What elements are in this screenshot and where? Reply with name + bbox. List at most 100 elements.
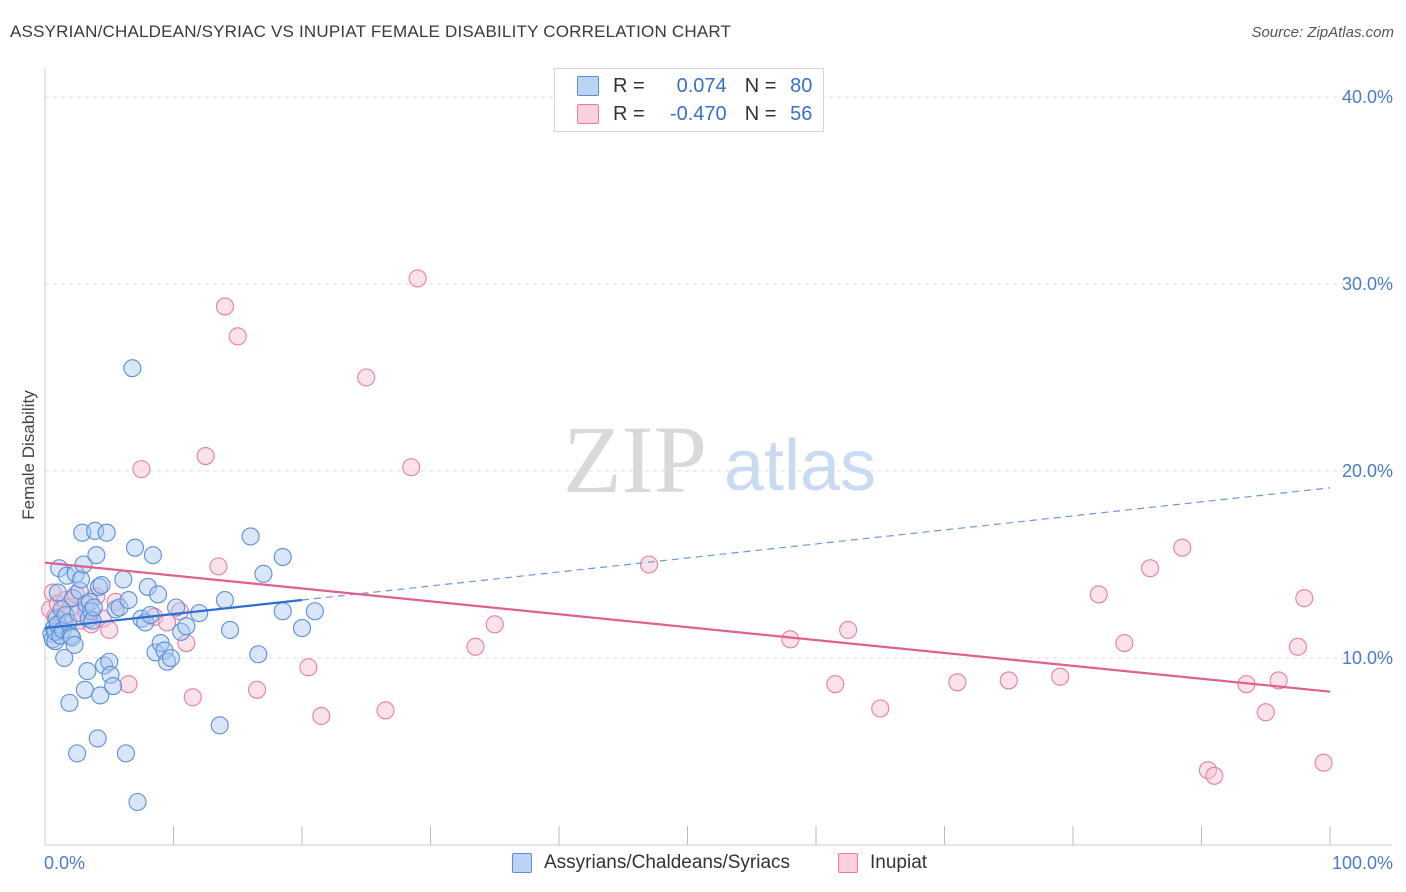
data-point: [999, 671, 1018, 690]
legend-n-value: 80: [790, 74, 813, 97]
legend-n-value: 56: [790, 102, 813, 125]
data-point: [172, 622, 191, 641]
grid: [45, 96, 1392, 659]
data-point: [292, 619, 312, 638]
legend-swatch-blue: [577, 76, 599, 96]
data-point: [48, 583, 67, 602]
legend-row-inupiat: R = -0.470 N = 56: [577, 101, 812, 127]
correlation-legend: R = 0.074 N = 80 R = -0.470 N = 56: [554, 68, 824, 132]
chart-title: ASSYRIAN/CHALDEAN/SYRIAC VS INUPIAT FEMA…: [10, 22, 732, 41]
legend-r-label: R =: [613, 74, 645, 97]
data-point: [376, 701, 395, 720]
legend-swatch-pink: [577, 104, 599, 124]
data-point: [1205, 766, 1224, 785]
series-legend-assyrians: Assyrians/Chaldeans/Syriacs: [512, 852, 790, 874]
series-legend-label: Assyrians/Chaldeans/Syriacs: [544, 852, 791, 873]
data-point: [177, 617, 196, 636]
data-point: [71, 570, 91, 589]
data-point: [92, 576, 111, 595]
data-point: [1173, 538, 1192, 557]
data-point: [1314, 753, 1333, 772]
data-point: [86, 521, 105, 540]
data-point: [826, 675, 845, 694]
legend-n-label: N =: [744, 102, 777, 125]
y-tick-label: 10.0%: [1342, 648, 1393, 668]
data-point: [273, 547, 292, 567]
data-point: [161, 648, 180, 668]
data-point: [100, 620, 119, 640]
data-point: [183, 688, 202, 707]
data-point: [312, 706, 331, 726]
x-tick-label: 100.0%: [1332, 853, 1393, 873]
data-point: [228, 327, 247, 346]
data-point: [75, 680, 94, 699]
data-point: [466, 637, 485, 656]
data-point: [299, 658, 318, 677]
data-point: [84, 598, 103, 617]
data-point: [65, 635, 84, 654]
data-point: [110, 598, 129, 617]
data-point: [357, 368, 376, 387]
data-point: [1269, 671, 1288, 690]
source-label: Source: ZipAtlas.com: [1251, 24, 1394, 41]
data-point: [209, 557, 228, 576]
tick-labels: 10.0% 20.0% 30.0% 40.0% 0.0% 100.0%: [44, 87, 1393, 873]
y-axis-label: Female Disability: [19, 390, 38, 520]
data-point: [89, 577, 109, 596]
legend-n-label: N =: [744, 74, 777, 97]
data-point: [119, 675, 138, 694]
axes: [44, 68, 1392, 846]
series-inupiat-points: [41, 269, 1333, 785]
series-swatch-pink: [838, 853, 858, 873]
data-point: [241, 527, 260, 546]
watermark-zip: ZIP: [563, 406, 707, 513]
legend-r-label: R =: [613, 102, 645, 125]
legend-r-value: -0.470: [669, 102, 727, 125]
legend-r-value: 0.074: [676, 74, 727, 97]
data-point: [97, 523, 116, 542]
data-point: [78, 662, 97, 681]
data-point: [123, 359, 142, 378]
trend-line-inupiat: [44, 561, 1331, 693]
y-tick-label: 20.0%: [1342, 461, 1393, 481]
y-tick-label: 40.0%: [1342, 87, 1393, 107]
data-point: [1051, 667, 1070, 686]
data-point: [132, 460, 151, 479]
data-point: [149, 585, 168, 604]
data-point: [128, 792, 147, 812]
data-point: [485, 615, 504, 634]
y-tick-label: 30.0%: [1342, 274, 1393, 294]
data-point: [639, 555, 659, 574]
data-point: [210, 716, 229, 735]
series-legend-inupiat: Inupiat: [838, 852, 927, 874]
trend-lines: [44, 487, 1331, 693]
x-tick-label: 0.0%: [44, 853, 85, 873]
data-point: [119, 590, 138, 610]
trend-line-assyrians-extension: [301, 487, 1331, 601]
data-point: [948, 673, 967, 692]
data-point: [83, 611, 102, 630]
data-point: [114, 570, 133, 589]
data-point: [249, 645, 268, 664]
data-point: [68, 744, 87, 763]
data-point: [57, 566, 76, 585]
data-point: [100, 652, 119, 671]
data-point: [215, 297, 234, 316]
series-legend-label: Inupiat: [870, 852, 928, 873]
data-point: [273, 602, 292, 621]
data-point: [104, 676, 123, 696]
series-legend: Assyrians/Chaldeans/Syriacs Inupiat: [0, 852, 1406, 878]
data-point: [408, 269, 427, 288]
data-point: [1256, 703, 1275, 722]
data-point: [87, 546, 106, 565]
data-point: [215, 590, 234, 610]
data-point: [60, 693, 79, 712]
data-point: [190, 604, 209, 623]
series-assyrians-points: [42, 359, 324, 812]
data-point: [101, 665, 120, 684]
data-point: [220, 620, 240, 640]
data-point: [74, 555, 93, 574]
data-point: [138, 577, 157, 596]
data-point: [116, 744, 136, 763]
